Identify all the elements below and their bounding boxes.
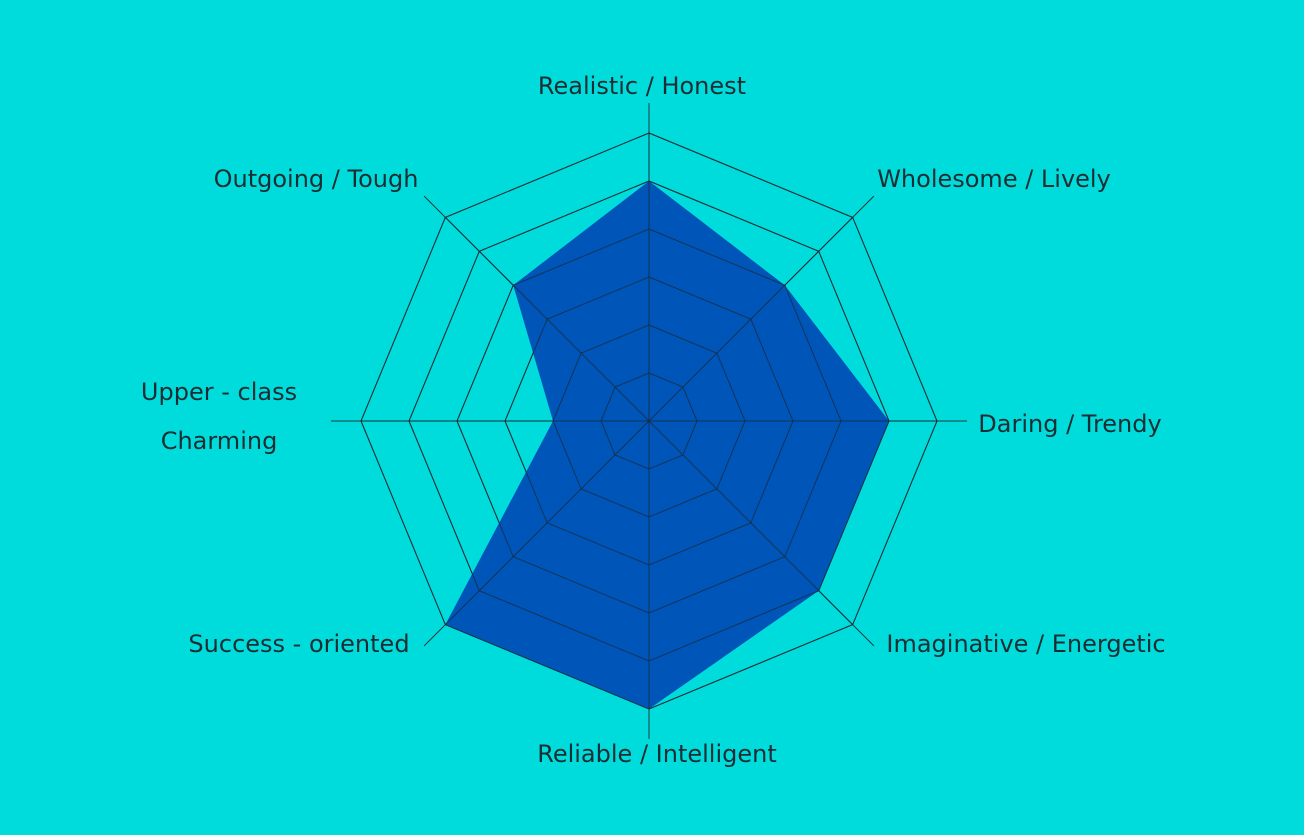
- axis-label-7-line-2: Charming: [161, 427, 278, 455]
- overlay-spoke-2: [648, 216, 854, 422]
- overlay-spoke-8: [444, 216, 650, 422]
- radar-data-layer: [445, 181, 889, 709]
- radar-grid-overlay: [360, 132, 938, 710]
- overlay-spoke-6: [444, 420, 650, 626]
- overlay-spoke-4: [648, 420, 854, 626]
- axis-label-5: Reliable / Intelligent: [537, 740, 777, 768]
- axis-label-6: Success - oriented: [188, 630, 409, 658]
- data-area: [445, 181, 889, 709]
- axis-label-2: Wholesome / Lively: [877, 165, 1111, 193]
- axis-label-7-line-1: Upper - class: [141, 378, 297, 406]
- axis-label-8: Outgoing / Tough: [214, 165, 419, 193]
- axis-label-3: Daring / Trendy: [978, 410, 1161, 438]
- axis-labels: Realistic / Honest Wholesome / Lively Dari…: [141, 72, 1166, 768]
- axis-label-4: Imaginative / Energetic: [886, 630, 1165, 658]
- axis-label-1: Realistic / Honest: [538, 72, 746, 100]
